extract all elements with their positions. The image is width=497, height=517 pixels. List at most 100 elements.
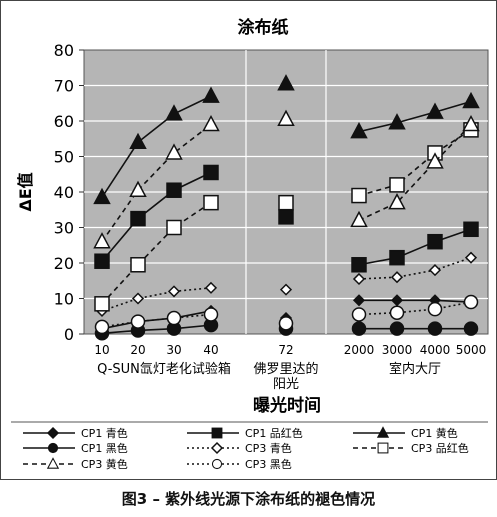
legend-marker	[211, 427, 223, 439]
series-line	[101, 313, 212, 328]
data-point	[204, 281, 218, 294]
data-point	[202, 86, 220, 103]
y-tick-label: 20	[54, 254, 74, 273]
legend-marker	[46, 426, 60, 440]
data-point	[94, 253, 110, 269]
legend-marker	[210, 441, 224, 455]
legend-marker	[377, 442, 389, 454]
legend-marker	[47, 442, 59, 454]
y-tick-label: 40	[54, 183, 74, 202]
series-line	[358, 228, 472, 266]
data-point	[277, 109, 295, 126]
x-group-label: Q-SUN氙灯老化试验箱	[97, 361, 231, 377]
data-point	[202, 114, 220, 132]
chart-title: 涂布纸	[238, 17, 289, 38]
x-group-label: 佛罗里达的	[253, 361, 318, 377]
data-point	[389, 305, 405, 320]
data-point	[129, 132, 147, 150]
data-point	[351, 321, 367, 336]
data-point	[277, 74, 295, 91]
data-point	[279, 283, 293, 296]
series-line	[101, 171, 212, 262]
data-point	[130, 257, 146, 273]
data-point	[203, 307, 219, 322]
data-point	[351, 257, 367, 273]
series-line	[358, 129, 472, 197]
data-point	[463, 221, 479, 238]
x-tick-label: 2000	[344, 343, 375, 357]
data-point	[278, 209, 294, 225]
y-tick-label: 70	[54, 77, 74, 96]
y-axis-label: ΔE值	[16, 172, 35, 211]
data-point	[388, 193, 406, 210]
series-3	[93, 74, 480, 205]
data-point	[427, 321, 443, 336]
legend: CP1 青色 CP1 品红色 CP1 黄色 CP1 黑色 CP3 青色 CP3 品红色 CP…	[11, 421, 488, 471]
x-tick-label: 30	[166, 343, 181, 357]
series-line	[358, 100, 472, 133]
data-point	[464, 251, 478, 264]
legend-marker	[376, 426, 390, 438]
x-axis-label: 曝光时间	[253, 395, 321, 416]
data-point	[351, 307, 367, 322]
y-tick-label: 30	[54, 219, 74, 238]
series-line	[358, 256, 472, 280]
legend-label: CP1 黑色	[81, 441, 128, 455]
legend-label: CP3 黑色	[245, 457, 292, 471]
data-point	[389, 321, 405, 336]
data-point	[165, 104, 183, 121]
data-point	[462, 114, 480, 132]
x-tick-label: 4000	[420, 343, 451, 357]
series-7	[93, 109, 480, 249]
data-point	[93, 232, 111, 249]
data-point	[390, 271, 404, 284]
series-line	[101, 201, 212, 305]
data-point	[390, 294, 404, 307]
y-tick-label: 50	[54, 148, 74, 167]
data-point	[203, 194, 219, 211]
data-point	[426, 102, 444, 119]
data-point	[166, 219, 182, 236]
data-point	[463, 294, 479, 310]
series-line	[101, 95, 212, 198]
data-point	[94, 319, 110, 335]
data-point	[350, 210, 368, 228]
legend-label: CP1 品红色	[245, 426, 303, 440]
y-tick-label: 80	[54, 41, 74, 60]
x-tick-label: 3000	[382, 343, 413, 357]
x-tick-label: 72	[278, 343, 293, 357]
data-point	[427, 233, 443, 250]
data-point	[427, 301, 443, 317]
series-line	[358, 123, 472, 222]
data-point	[131, 292, 145, 305]
series-6	[94, 122, 479, 312]
y-tick-label: 0	[64, 325, 74, 344]
chart: 涂布纸 0 10 20 30 40 50 60 70 80 ΔE值 10 20 30 40 72 2000 300…	[11, 17, 489, 471]
series-2	[94, 164, 479, 273]
y-tick-label: 10	[54, 290, 74, 309]
data-point	[389, 177, 405, 193]
data-point	[130, 314, 146, 329]
legend-label: CP3 黄色	[81, 457, 128, 471]
legend-label: CP3 青色	[245, 441, 292, 455]
data-point	[94, 296, 110, 312]
figure-caption: 图3 – 紫外线光源下涂布纸的褪色情况	[121, 490, 376, 508]
data-point	[203, 164, 219, 181]
data-point	[278, 194, 294, 211]
data-point	[166, 310, 182, 326]
data-point	[129, 180, 147, 197]
data-point	[352, 294, 366, 307]
x-group-label: 室内大厅	[389, 361, 441, 377]
x-tick-label: 20	[130, 343, 145, 357]
legend-marker	[46, 457, 60, 469]
series-line	[101, 310, 212, 330]
data-point	[130, 210, 146, 227]
data-point	[278, 316, 294, 331]
legend-label: CP1 黄色	[411, 426, 458, 440]
series-5	[95, 251, 478, 317]
x-tick-label: 40	[203, 343, 218, 357]
data-point	[426, 152, 444, 169]
data-point	[350, 122, 368, 139]
figure-frame: 涂布纸 0 10 20 30 40 50 60 70 80 ΔE值 10 20 30 40 72 2000 300…	[0, 0, 497, 480]
y-tick-label: 60	[54, 112, 74, 131]
